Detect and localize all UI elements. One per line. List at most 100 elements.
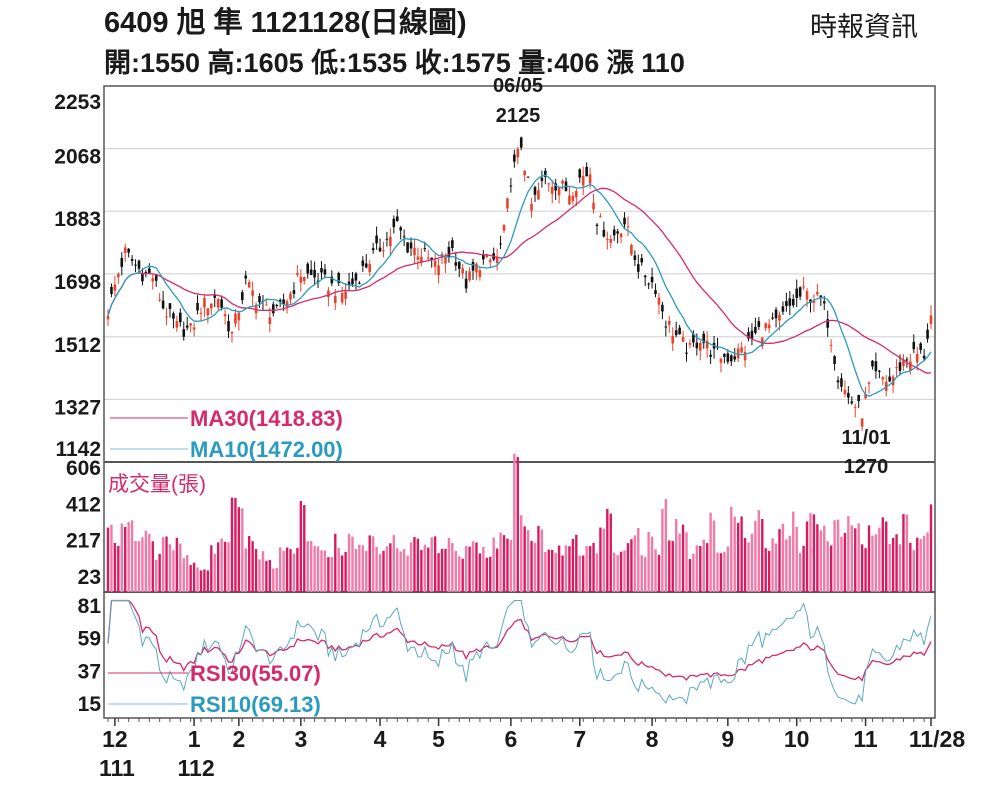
volume-bar bbox=[182, 558, 185, 592]
volume-tick-label: 217 bbox=[66, 530, 101, 553]
candle-up bbox=[657, 297, 661, 305]
candle-up bbox=[671, 335, 675, 344]
candle-down bbox=[526, 176, 530, 178]
candle-down bbox=[847, 392, 850, 398]
volume-bar bbox=[761, 519, 764, 592]
volume-bar bbox=[499, 532, 502, 592]
ma10-legend: MA10(1472.00) bbox=[190, 437, 343, 462]
month-label: 7 bbox=[573, 726, 586, 752]
volume-bar bbox=[134, 541, 137, 592]
candle-down bbox=[533, 187, 537, 195]
volume-bar bbox=[626, 543, 630, 592]
candle-down bbox=[640, 258, 644, 263]
volume-bar bbox=[420, 549, 423, 592]
volume-bar bbox=[561, 555, 564, 592]
candle-down bbox=[709, 354, 712, 357]
candle-up bbox=[571, 195, 575, 201]
ma30-legend: MA30(1418.83) bbox=[190, 406, 343, 431]
candle-up bbox=[606, 239, 609, 241]
candle-up bbox=[203, 297, 206, 308]
candle-up bbox=[929, 315, 933, 324]
candle-down bbox=[240, 292, 244, 301]
volume-bar bbox=[237, 507, 241, 592]
volume-bar bbox=[440, 548, 444, 592]
candle-down bbox=[905, 359, 909, 361]
candle-up bbox=[495, 257, 499, 264]
volume-bar bbox=[117, 545, 120, 592]
volume-bar bbox=[709, 512, 712, 592]
volume-bar bbox=[599, 527, 602, 592]
candle-down bbox=[292, 290, 296, 294]
volume-tick-label: 606 bbox=[66, 457, 101, 480]
candle-up bbox=[867, 382, 871, 384]
volume-bar bbox=[874, 534, 878, 592]
volume-bar bbox=[258, 559, 261, 592]
candle-down bbox=[785, 301, 788, 307]
volume-bar bbox=[726, 546, 730, 592]
candle-up bbox=[630, 245, 633, 255]
candle-down bbox=[798, 287, 802, 297]
volume-bar bbox=[778, 529, 781, 592]
volume-bar bbox=[840, 536, 843, 592]
candle-up bbox=[561, 180, 564, 184]
month-label: 11/28 bbox=[909, 726, 965, 752]
candle-up bbox=[237, 312, 241, 321]
volume-bar bbox=[337, 547, 340, 592]
price-tick-label: 1327 bbox=[54, 396, 101, 419]
candle-up bbox=[437, 265, 440, 276]
volume-bar bbox=[141, 537, 144, 592]
candle-down bbox=[161, 300, 165, 309]
volume-bar bbox=[306, 541, 309, 592]
volume-bar bbox=[891, 537, 895, 592]
volume-bar bbox=[313, 546, 316, 592]
volume-bar bbox=[268, 559, 272, 592]
volume-bar bbox=[909, 542, 912, 592]
volume-bar bbox=[568, 546, 571, 592]
candle-down bbox=[771, 317, 774, 319]
candle-down bbox=[179, 312, 182, 323]
volume-bar bbox=[392, 535, 396, 592]
volume-bar bbox=[334, 533, 337, 592]
volume-bar bbox=[509, 540, 513, 592]
volume-bar bbox=[378, 554, 382, 592]
volume-bar bbox=[881, 517, 884, 592]
volume-bar bbox=[664, 499, 668, 592]
volume-bar bbox=[110, 524, 113, 592]
volume-bar bbox=[192, 562, 196, 592]
candle-up bbox=[265, 304, 268, 306]
ma30-line bbox=[107, 187, 932, 374]
volume-bar bbox=[551, 549, 554, 592]
candle-up bbox=[568, 195, 571, 205]
candle-down bbox=[127, 248, 130, 253]
volume-bar bbox=[805, 521, 809, 592]
volume-bar bbox=[461, 558, 464, 592]
volume-bar bbox=[657, 555, 661, 592]
volume-bar bbox=[199, 570, 203, 592]
volume-bar bbox=[216, 542, 220, 592]
month-label: 1 bbox=[188, 726, 201, 752]
candle-down bbox=[781, 306, 785, 312]
volume-bar bbox=[740, 516, 743, 592]
volume-bar bbox=[702, 539, 705, 592]
candle-up bbox=[667, 320, 671, 325]
volume-bar bbox=[371, 536, 375, 592]
candle-up bbox=[210, 303, 213, 309]
candle-up bbox=[516, 149, 520, 158]
volume-bar bbox=[688, 559, 692, 592]
volume-bar bbox=[427, 547, 430, 592]
candle-down bbox=[275, 304, 279, 306]
candle-up bbox=[251, 290, 254, 296]
volume-bar bbox=[537, 525, 540, 592]
volume-bar bbox=[247, 536, 251, 592]
volume-bar bbox=[633, 535, 637, 592]
candle-down bbox=[320, 268, 323, 273]
candle-up bbox=[165, 316, 168, 318]
volume-bar bbox=[723, 551, 726, 592]
volume-bar bbox=[261, 551, 265, 592]
candle-up bbox=[199, 312, 203, 314]
candle-down bbox=[337, 273, 341, 283]
candle-down bbox=[330, 276, 334, 284]
volume-bar bbox=[144, 530, 148, 592]
volume-bar bbox=[654, 549, 657, 592]
volume-bar bbox=[630, 539, 633, 592]
